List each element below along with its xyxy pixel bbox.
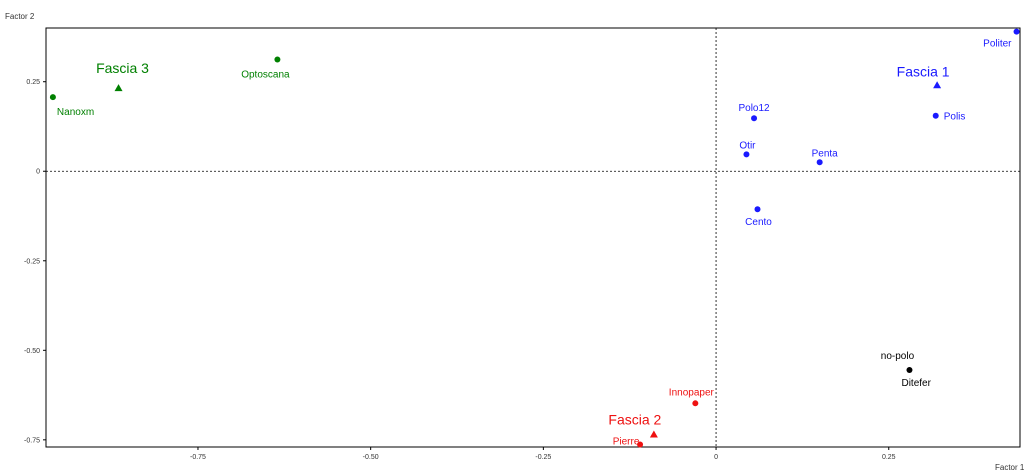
y-tick-label: 0.25 — [26, 79, 40, 86]
point-label-cento: Cento — [745, 217, 772, 228]
data-point-innopaper — [692, 400, 699, 407]
data-point-no-polo — [906, 367, 913, 374]
y-tick-label: -0.25 — [24, 258, 40, 265]
data-point-otir — [743, 151, 750, 158]
y-tick-label: -0.50 — [24, 348, 40, 355]
group-label-fascia-3: Fascia 3 — [96, 60, 149, 76]
point-label-penta: Penta — [812, 148, 839, 159]
group-centroid-marker — [649, 430, 658, 438]
point-label-no-polo: no-polo — [881, 351, 915, 362]
point-label-innopaper: Innopaper — [669, 387, 715, 398]
data-point-penta — [816, 159, 823, 166]
data-point-politer — [1013, 28, 1020, 35]
data-point-optoscana — [274, 56, 281, 63]
data-point-cento — [754, 206, 761, 213]
y-axis-title: Factor 2 — [5, 12, 35, 21]
data-point-polis — [932, 112, 939, 119]
group-centroid-marker — [933, 81, 942, 89]
point-label-polo12: Polo12 — [738, 103, 770, 114]
x-tick-label: 0 — [714, 454, 718, 461]
data-point-nanoxm — [49, 94, 56, 101]
point-label-pierre: Pierre — [613, 436, 640, 447]
y-tick-label: 0 — [36, 169, 40, 176]
y-tick-label: -0.75 — [24, 437, 40, 444]
point-label-optoscana: Optoscana — [241, 70, 290, 81]
point-label-nanoxm: Nanoxm — [57, 107, 94, 118]
point-label-ditefer: Ditefer — [901, 378, 931, 389]
point-label-otir: Otir — [739, 140, 756, 151]
group-label-fascia-2: Fascia 2 — [608, 411, 661, 427]
group-centroid-marker — [114, 84, 123, 92]
x-tick-label: -0.50 — [363, 454, 379, 461]
x-tick-label: -0.25 — [535, 454, 551, 461]
x-tick-label: -0.75 — [190, 454, 206, 461]
group-label-fascia-1: Fascia 1 — [897, 63, 950, 79]
plot-frame — [45, 27, 1021, 448]
point-label-polis: Polis — [944, 112, 966, 123]
x-axis-title: Factor 1 — [995, 463, 1025, 472]
x-tick-label: 0.25 — [882, 454, 896, 461]
point-label-politer: Politer — [983, 39, 1012, 50]
data-point-pierre — [637, 441, 644, 448]
data-point-polo12 — [751, 115, 758, 122]
